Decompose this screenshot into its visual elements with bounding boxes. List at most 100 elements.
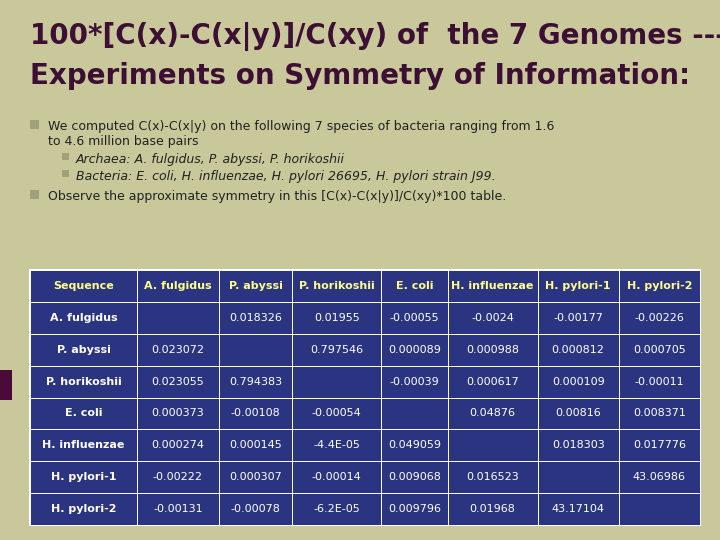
Text: H. pylori-1: H. pylori-1	[546, 281, 611, 291]
Text: 0.000089: 0.000089	[388, 345, 441, 355]
Bar	[292, 461, 381, 493]
Text: P. horikoshii: P. horikoshii	[46, 376, 122, 387]
Text: -0.00177: -0.00177	[553, 313, 603, 323]
Text: H. influenzae: H. influenzae	[42, 440, 125, 450]
Text: -0.00226: -0.00226	[634, 313, 684, 323]
Bar	[30, 461, 138, 493]
Bar	[138, 461, 219, 493]
Bar	[30, 270, 138, 302]
Text: 0.000274: 0.000274	[151, 440, 204, 450]
Bar	[30, 366, 138, 397]
Bar	[219, 493, 292, 525]
Text: 0.018303: 0.018303	[552, 440, 605, 450]
Bar	[30, 270, 700, 525]
Bar	[381, 334, 448, 366]
Text: 0.000617: 0.000617	[467, 376, 519, 387]
Bar	[219, 366, 292, 397]
Text: 0.000109: 0.000109	[552, 376, 605, 387]
Bar	[618, 461, 700, 493]
Text: 0.794383: 0.794383	[229, 376, 282, 387]
Text: 0.018326: 0.018326	[229, 313, 282, 323]
Text: 0.009796: 0.009796	[388, 504, 441, 514]
Text: Experiments on Symmetry of Information:: Experiments on Symmetry of Information:	[30, 62, 690, 90]
Bar	[618, 429, 700, 461]
Bar	[30, 120, 39, 129]
Bar	[618, 397, 700, 429]
Bar	[30, 493, 138, 525]
Bar	[448, 429, 538, 461]
Bar	[138, 334, 219, 366]
Bar	[538, 302, 618, 334]
Text: -0.00222: -0.00222	[153, 472, 203, 482]
Bar	[448, 461, 538, 493]
Text: 43.17104: 43.17104	[552, 504, 605, 514]
Text: 0.017776: 0.017776	[633, 440, 686, 450]
Bar	[138, 397, 219, 429]
Bar	[138, 429, 219, 461]
Bar	[618, 493, 700, 525]
Text: E. coli: E. coli	[65, 408, 102, 418]
Text: 0.009068: 0.009068	[388, 472, 441, 482]
Text: A. fulgidus: A. fulgidus	[50, 313, 117, 323]
Bar	[30, 302, 138, 334]
Text: A. fulgidus: A. fulgidus	[144, 281, 212, 291]
Bar	[292, 397, 381, 429]
Text: 0.000307: 0.000307	[229, 472, 282, 482]
Text: Observe the approximate symmetry in this [C(x)-C(x|y)]/C(xy)*100 table.: Observe the approximate symmetry in this…	[48, 190, 506, 203]
Bar	[292, 302, 381, 334]
Text: 0.000373: 0.000373	[151, 408, 204, 418]
Text: 0.000705: 0.000705	[633, 345, 685, 355]
Text: We computed C(x)-C(x|y) on the following 7 species of bacteria ranging from 1.6: We computed C(x)-C(x|y) on the following…	[48, 120, 554, 133]
Bar	[538, 429, 618, 461]
Text: P. abyssi: P. abyssi	[228, 281, 282, 291]
Bar	[448, 334, 538, 366]
Text: -0.00039: -0.00039	[390, 376, 439, 387]
Text: -6.2E-05: -6.2E-05	[313, 504, 360, 514]
Text: -0.00131: -0.00131	[153, 504, 203, 514]
Bar	[219, 270, 292, 302]
Text: 0.000812: 0.000812	[552, 345, 605, 355]
Text: 0.049059: 0.049059	[388, 440, 441, 450]
Bar	[30, 429, 138, 461]
Bar	[448, 270, 538, 302]
Bar	[292, 429, 381, 461]
Text: -0.00054: -0.00054	[312, 408, 361, 418]
Bar	[292, 270, 381, 302]
Bar	[538, 461, 618, 493]
Text: -0.00011: -0.00011	[634, 376, 684, 387]
Text: Bacteria: E. coli, H. influenzae, H. pylori 26695, H. pylori strain J99.: Bacteria: E. coli, H. influenzae, H. pyl…	[76, 170, 495, 183]
Text: H. influenzae: H. influenzae	[451, 281, 534, 291]
Bar	[30, 397, 138, 429]
Text: 0.023055: 0.023055	[151, 376, 204, 387]
Text: Archaea: A. fulgidus, P. abyssi, P. horikoshii: Archaea: A. fulgidus, P. abyssi, P. hori…	[76, 153, 345, 166]
Text: -0.00078: -0.00078	[230, 504, 281, 514]
Bar	[0, 370, 12, 400]
Bar	[618, 270, 700, 302]
Text: -0.00108: -0.00108	[230, 408, 280, 418]
Bar	[219, 397, 292, 429]
Text: 0.04876: 0.04876	[469, 408, 516, 418]
Text: 0.00816: 0.00816	[555, 408, 601, 418]
Text: 0.01955: 0.01955	[314, 313, 359, 323]
Bar	[292, 366, 381, 397]
Text: to 4.6 million base pairs: to 4.6 million base pairs	[48, 135, 199, 148]
Bar	[448, 302, 538, 334]
Bar	[138, 270, 219, 302]
Bar	[381, 302, 448, 334]
Text: P. horikoshii: P. horikoshii	[299, 281, 374, 291]
Bar	[292, 493, 381, 525]
Bar	[62, 170, 69, 177]
Text: Sequence: Sequence	[53, 281, 114, 291]
Bar	[381, 366, 448, 397]
Text: 0.023072: 0.023072	[151, 345, 204, 355]
Bar	[618, 366, 700, 397]
Text: -0.0024: -0.0024	[471, 313, 514, 323]
Bar	[381, 493, 448, 525]
Text: -0.00014: -0.00014	[312, 472, 361, 482]
Text: -0.00055: -0.00055	[390, 313, 439, 323]
Text: H. pylori-2: H. pylori-2	[626, 281, 692, 291]
Text: E. coli: E. coli	[395, 281, 433, 291]
Text: H. pylori-2: H. pylori-2	[51, 504, 117, 514]
Bar	[381, 429, 448, 461]
Bar	[618, 302, 700, 334]
